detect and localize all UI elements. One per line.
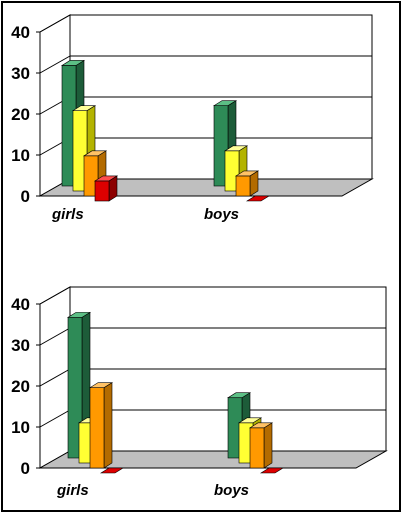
y-tick-label: 40: [11, 295, 30, 314]
gridline-side: [39, 409, 71, 428]
y-tick-label: 10: [11, 146, 30, 165]
bar-3-boys: [249, 427, 265, 469]
y-tick-label: 20: [11, 105, 30, 124]
bar-4-girls-top: [93, 175, 119, 182]
category-label-girls: girls: [56, 482, 89, 499]
bar-3-girls-top: [82, 150, 108, 157]
category-label-boys: boys: [204, 206, 239, 223]
bar-2-boys-top: [237, 417, 263, 424]
bar-3-girls-side: [103, 382, 113, 469]
bar-1-girls-top: [66, 312, 92, 318]
gridline-side: [39, 286, 71, 305]
bar-4-girls-zero: [99, 467, 125, 474]
bar-3-boys: [235, 175, 251, 197]
y-tick-label: 30: [11, 336, 30, 355]
bar-4-boys-zero: [259, 467, 285, 474]
y-tick-label: 20: [11, 377, 30, 396]
category-label-boys: boys: [214, 482, 249, 499]
bar-3-girls: [89, 387, 105, 469]
y-tick-label: 30: [11, 64, 30, 83]
bar-3-boys-top: [234, 170, 260, 177]
bar-3-boys-side: [263, 422, 273, 469]
y-tick-label: 40: [11, 23, 30, 42]
y-tick-label: 10: [11, 418, 30, 437]
bar-1-boys-top: [226, 392, 252, 399]
gridline-side: [39, 327, 71, 346]
bar-1-boys-top: [212, 100, 238, 106]
bar-2-girls-top: [71, 105, 97, 111]
bar-3-girls-top: [88, 382, 114, 388]
bar-1-girls-top: [60, 60, 86, 66]
category-label-girls: girls: [51, 206, 84, 223]
gridline-side: [39, 55, 71, 74]
bar-4-girls: [94, 180, 110, 202]
gridline-side: [39, 14, 71, 33]
y-tick-label: 0: [21, 187, 30, 206]
gridline-side: [39, 368, 71, 387]
bar-3-boys-top: [248, 422, 274, 429]
y-tick-label: 0: [21, 459, 30, 478]
bar-2-boys-top: [223, 145, 249, 152]
bar-4-boys-zero: [245, 195, 271, 202]
